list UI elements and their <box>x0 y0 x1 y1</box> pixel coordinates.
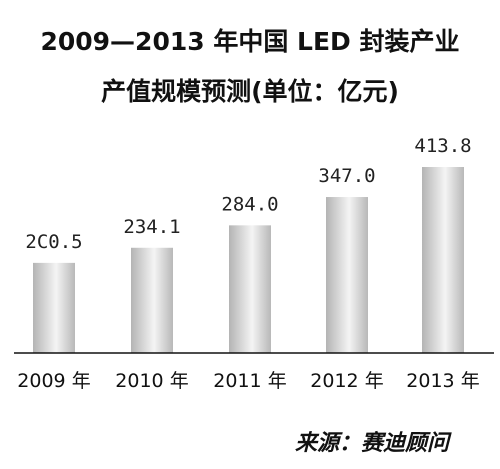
labels-group: 2C0.5 2009 年 234.1 2010 年 284.0 2011 年 347.0 20… <box>17 135 479 392</box>
bar-value-label-1: 2C0.5 <box>25 231 82 253</box>
bar-1 <box>33 262 75 353</box>
bar-value-label-3: 284.0 <box>221 193 278 215</box>
chart-title-line-2: 产值规模预测(单位：亿元) <box>101 77 399 106</box>
bar-value-label-5: 413.8 <box>414 135 471 157</box>
source-note: 来源：赛迪顾问 <box>295 430 450 456</box>
bar-2 <box>131 247 173 353</box>
x-tick-label-1: 2009 年 <box>17 370 90 392</box>
bar-4 <box>326 197 368 353</box>
bar-3 <box>229 225 271 353</box>
x-tick-label-4: 2012 年 <box>310 370 383 392</box>
chart-title-line-1: 2009—2013 年中国 LED 封装产业 <box>40 27 460 56</box>
bars-group <box>33 167 464 353</box>
bar-value-label-2: 234.1 <box>123 216 180 238</box>
x-tick-label-3: 2011 年 <box>213 370 286 392</box>
x-tick-label-5: 2013 年 <box>406 370 479 392</box>
bar-5 <box>422 167 464 353</box>
bar-value-label-4: 347.0 <box>318 165 375 187</box>
x-tick-label-2: 2010 年 <box>115 370 188 392</box>
